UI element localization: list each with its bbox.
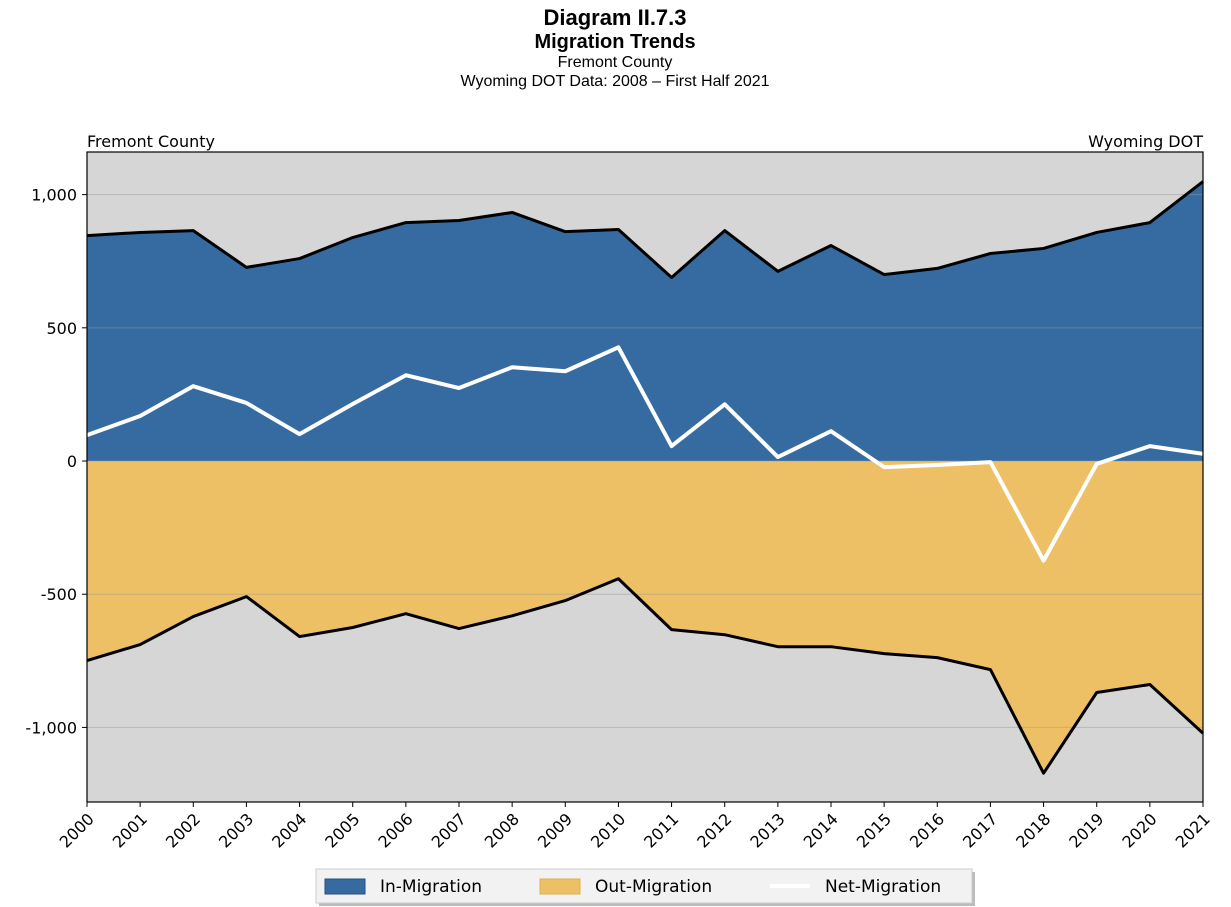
x-tick-label: 2014 (800, 809, 842, 851)
x-tick-label: 2021 (1172, 809, 1214, 851)
x-tick-label: 2008 (481, 809, 523, 851)
y-tick-label: 1,000 (31, 186, 77, 205)
annotation: Fremont County (87, 132, 215, 151)
x-tick-label: 2019 (1065, 809, 1107, 851)
chart-subtitle: Wyoming DOT Data: 2008 – First Half 2021 (460, 73, 769, 90)
x-tick-label: 2012 (693, 809, 735, 851)
x-tick-label: 2007 (428, 809, 470, 851)
x-tick-label: 2010 (587, 809, 629, 851)
x-tick-label: 2020 (1118, 809, 1160, 851)
x-tick-label: 2009 (534, 809, 576, 851)
x-tick-label: 2004 (268, 809, 310, 851)
x-tick-label: 2016 (906, 809, 948, 851)
y-tick-label: -1,000 (25, 718, 77, 737)
x-tick-label: 2018 (1012, 809, 1054, 851)
legend-label: Out-Migration (595, 877, 712, 897)
y-tick-label: 500 (46, 319, 77, 338)
legend: In-Migration Out-Migration Net-Migration (315, 868, 975, 906)
area (87, 461, 1203, 774)
legend-swatch (324, 878, 366, 895)
area-edge (86, 180, 1204, 279)
plot-frame (86, 151, 1204, 803)
area-edge (86, 577, 1205, 775)
chart-title: Diagram II.7.3 (543, 5, 686, 30)
chart-subtitle: Fremont County (558, 54, 673, 71)
x-tick-label: 2015 (853, 809, 895, 851)
legend-swatch (539, 878, 581, 895)
area (87, 181, 1203, 462)
annotation: Wyoming DOT (1088, 132, 1203, 151)
x-tick-label: 2017 (959, 809, 1001, 851)
x-tick-label: 2003 (215, 809, 257, 851)
y-tick-label: -500 (41, 585, 77, 604)
line (86, 345, 1204, 563)
x-tick-label: 2011 (640, 809, 682, 851)
x-tick-label: 2006 (374, 809, 416, 851)
legend-box (315, 868, 973, 904)
x-tick-label: 2013 (746, 809, 788, 851)
x-tick-label: 2001 (109, 809, 151, 851)
y-tick-label: 0 (67, 452, 77, 471)
chart-subtitle: Migration Trends (534, 31, 695, 53)
legend-label: In-Migration (380, 877, 482, 897)
x-tick-label: 2002 (162, 809, 204, 851)
x-tick-label: 2000 (56, 809, 98, 851)
x-tick-label: 2005 (321, 809, 363, 851)
legend-label: Net-Migration (825, 877, 941, 897)
